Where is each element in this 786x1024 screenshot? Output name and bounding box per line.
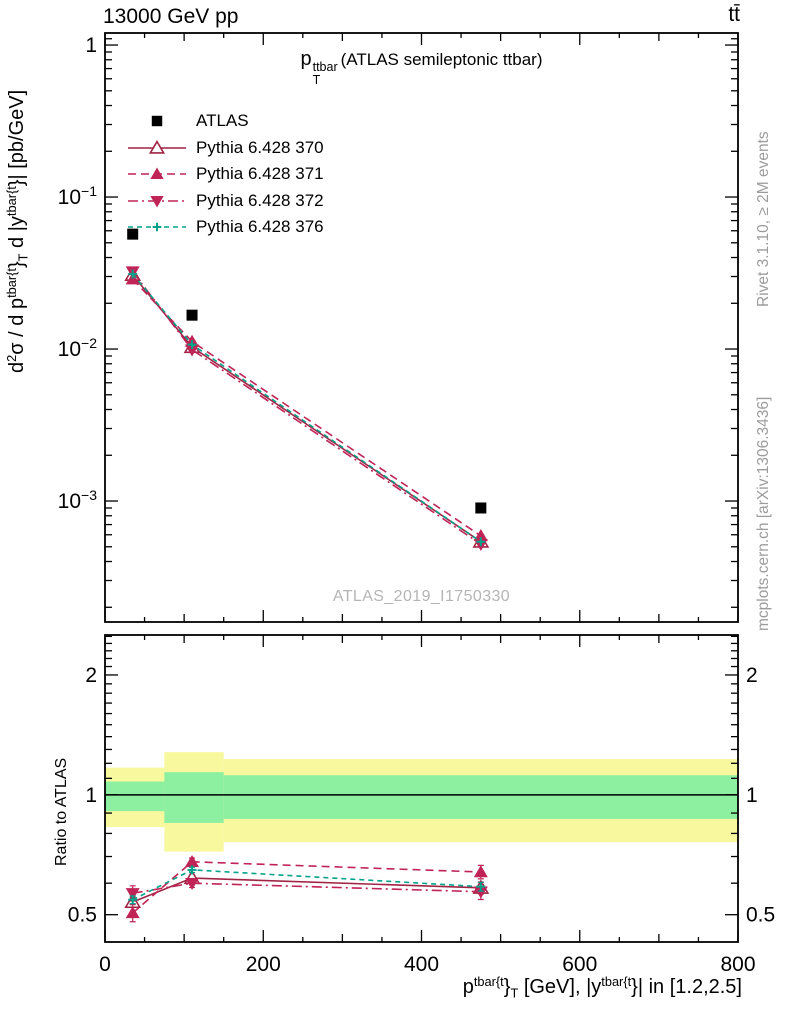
svg-text:400: 400 [404,953,439,976]
process-label: tt̄ [728,3,740,26]
legend-swatch-pythia-371 [128,167,186,180]
legend-label-atlas: ATLAS [196,111,249,131]
series-line-ratio [132,869,481,901]
svg-text:10−3: 10−3 [58,487,98,513]
svg-text:200: 200 [246,953,281,976]
legend-label-pythia-376: Pythia 6.428 376 [196,217,324,237]
main-y-axis-label: d2σ / d ptbar{t}T d |ytbar{t}| [pb/GeV] [3,89,31,373]
series-layer [124,228,490,923]
plot-title: p ttbar T (ATLAS semileptonic ttbar) [105,48,738,86]
series-line-main [132,274,482,543]
series-line-ratio [132,877,481,903]
svg-text:2: 2 [85,664,97,687]
svg-text:1: 1 [85,34,97,57]
ratio-uncertainty-bands [105,752,738,852]
svg-text:800: 800 [720,953,755,976]
legend-swatch-pythia-372 [128,195,186,208]
legend-swatch-pythia-376 [128,222,186,232]
green-band [223,775,738,819]
series-line-ratio [132,860,481,914]
svg-text:1: 1 [746,784,758,807]
legend-label-pythia-370: Pythia 6.428 370 [196,137,324,157]
series-line-ratio [132,882,481,895]
green-band [164,772,224,823]
series-atlas [127,228,487,514]
plot-title-symbol: p [300,48,312,70]
series-pythia-6-428-376 [128,269,486,905]
green-band [105,781,165,812]
plot-title-supsub: ttbar T [313,61,338,86]
svg-text:10−1: 10−1 [58,183,98,209]
legend-label-pythia-371: Pythia 6.428 371 [196,164,324,184]
axis-tick-labels: 1 10−1 10−2 10−3 2 2 1 1 0.5 0.5 0 200 400 600 800 [58,34,776,976]
svg-text:0.5: 0.5 [746,904,775,927]
legend-swatch-pythia-370 [128,139,186,154]
legend-item-pythia-376: Pythia 6.428 376 [128,214,324,241]
svg-text:1: 1 [85,784,97,807]
svg-text:0.5: 0.5 [68,904,97,927]
legend-item-atlas: ATLAS [128,108,324,135]
mcplots-reference-note: mcplots.cern.ch [arXiv:1306.3436] [755,396,772,631]
svg-text:10−2: 10−2 [58,335,98,361]
plot-title-sub: T [312,72,321,87]
ratio-y-axis-label: Ratio to ATLAS [53,757,70,866]
legend-swatch-atlas [151,116,163,127]
svg-text:600: 600 [562,953,597,976]
legend-item-pythia-372: Pythia 6.428 372 [128,188,324,215]
series-line-main [132,271,482,545]
analysis-id-watermark: ATLAS_2019_I1750330 [332,588,511,605]
series-line-main [132,278,482,537]
legend-label-pythia-372: Pythia 6.428 372 [196,190,324,210]
legend: ATLAS Pythia 6.428 370 Pythia 6.428 371 … [128,108,324,241]
svg-text:0: 0 [99,953,111,976]
axis-ticks [104,33,739,942]
rivet-version-note: Rivet 3.1.10, ≥ 2M events [755,131,772,307]
x-axis-label: ptbar{t}T [GeV], |ytbar{t}| in [1.2,2.5] [462,973,742,1001]
plot-title-rest: (ATLAS semileptonic ttbar) [340,50,543,69]
plot-title-sup: ttbar [312,60,338,74]
beam-energy-label: 13000 GeV pp [103,5,239,28]
legend-item-pythia-371: Pythia 6.428 371 [128,161,324,188]
legend-item-pythia-370: Pythia 6.428 370 [128,135,324,162]
svg-text:2: 2 [746,664,758,687]
